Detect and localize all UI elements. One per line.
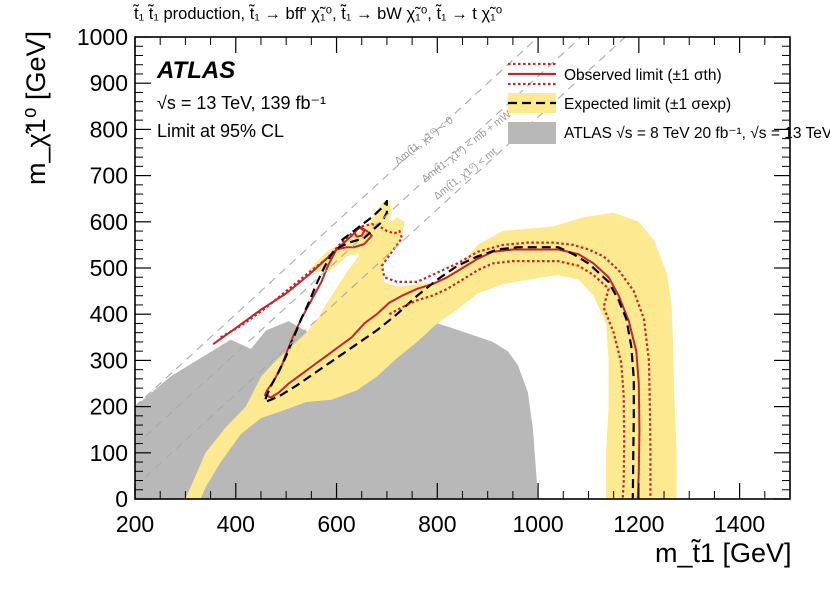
- legend-previous-swatch: [508, 122, 556, 144]
- legend-previous: ATLAS √s = 8 TeV 20 fb⁻¹, √s = 13 TeV 36…: [508, 122, 830, 144]
- y-axis-title: m_χ̃1⁰ [GeV]: [21, 31, 51, 185]
- x-tick-label: 1000: [512, 511, 563, 537]
- x-axis-title: m_t̃1 [GeV]: [655, 538, 792, 568]
- legend-expected-label: Expected limit (±1 σexp): [564, 96, 731, 113]
- x-tick-label: 400: [217, 511, 255, 537]
- y-tick-label: 900: [90, 70, 128, 96]
- x-tick-label: 1200: [613, 511, 664, 537]
- experiment-label: ATLAS: [156, 57, 235, 84]
- y-tick-label: 400: [90, 301, 128, 327]
- previous-atlas-exclusion: [135, 321, 539, 499]
- x-tick-label: 800: [418, 511, 456, 537]
- y-tick-label: 200: [90, 394, 128, 420]
- cl-label: Limit at 95% CL: [157, 121, 284, 141]
- y-tick-label: 100: [90, 440, 128, 466]
- chart-title: t̃₁ t̃₁ production, t̃₁ → bff' χ̃₁⁰, t̃₁…: [132, 4, 502, 23]
- observed-limit-lower-1sth: [388, 260, 626, 499]
- legend-expected: Expected limit (±1 σexp): [508, 93, 731, 113]
- legend: Observed limit (±1 σth) Expected limit (…: [508, 62, 830, 144]
- y-tick-label: 0: [115, 486, 128, 512]
- expected-limit: [263, 199, 635, 499]
- legend-observed: Observed limit (±1 σth): [508, 62, 722, 86]
- y-tick-label: 700: [90, 163, 128, 189]
- observed-limit-upper-1-th: [220, 223, 652, 499]
- y-tick-label: 300: [90, 347, 128, 373]
- energy-lumi-label: √s = 13 TeV, 139 fb⁻¹: [157, 93, 326, 113]
- data-layer: [135, 199, 677, 499]
- y-tick-label: 500: [90, 255, 128, 281]
- x-tick-label: 1400: [714, 511, 765, 537]
- x-tick-label: 200: [116, 511, 154, 537]
- legend-observed-label: Observed limit (±1 σth): [564, 67, 722, 84]
- axis-ticks: 200 400 600 800 1000 1200 1400 0 100 200 300 400 500…: [77, 24, 791, 537]
- expected-limit-band-main: [185, 212, 677, 499]
- y-tick-label: 800: [90, 116, 128, 142]
- legend-previous-label: ATLAS √s = 8 TeV 20 fb⁻¹, √s = 13 TeV 36…: [564, 125, 830, 142]
- observed-limit: [212, 225, 641, 499]
- legend-expected-band: [508, 93, 556, 113]
- y-tick-label: 600: [90, 209, 128, 235]
- x-tick-label: 600: [317, 511, 355, 537]
- y-tick-label: 1000: [77, 24, 128, 50]
